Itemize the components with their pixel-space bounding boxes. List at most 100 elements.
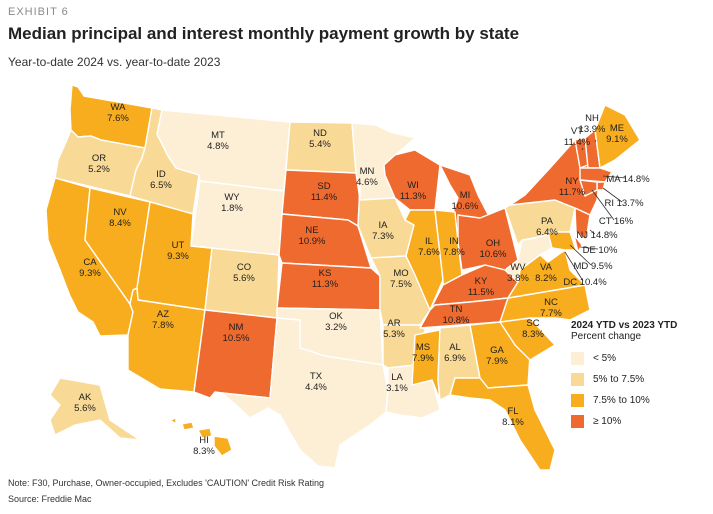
state-abbr: LA: [391, 372, 403, 383]
state-abbr: FL: [507, 406, 518, 417]
state-label-co: CO 5.6%: [233, 262, 255, 284]
state-label-wv: WV 3.8%: [507, 262, 529, 284]
state-abbr: OK: [329, 311, 343, 322]
state-labels: WA 7.6%OR 5.2%CA 9.3%NV 8.4%ID 6.5%MT 4.8%WY 1.…: [74, 102, 650, 457]
legend-label: ≥ 10%: [593, 416, 622, 427]
state-value: 10.6%: [452, 201, 479, 212]
state-abbr: TX: [310, 371, 323, 382]
state-value: 7.8%: [443, 247, 465, 258]
state-value: 9.1%: [606, 134, 628, 145]
source-note: Source: Freddie Mac: [8, 494, 92, 504]
state-label-sd: SD 11.4%: [311, 181, 338, 203]
chart-subtitle: Year-to-date 2024 vs. year-to-date 2023: [8, 55, 221, 69]
state-hi: [169, 417, 233, 457]
state-abbr: VA: [540, 262, 553, 273]
legend: 2024 YTD vs 2023 YTD Percent change < 5%…: [571, 320, 711, 432]
state-abbr: MS: [416, 342, 430, 353]
state-label-de: DE 10%: [583, 245, 618, 256]
state-value: 4.8%: [207, 141, 229, 152]
state-label-ia: IA 7.3%: [372, 220, 394, 242]
state-label-va: VA 8.2%: [535, 262, 557, 284]
state-value: 5.2%: [88, 164, 110, 175]
state-label-nj: NJ 14.8%: [576, 230, 618, 241]
legend-item-gte10: ≥ 10%: [571, 411, 711, 432]
state-label-dc: DC 10.4%: [563, 277, 607, 288]
state-abbr: NV: [113, 207, 127, 218]
state-value: 5.4%: [309, 139, 331, 150]
state-value: 5.6%: [233, 273, 255, 284]
state-abbr: WY: [224, 192, 240, 203]
state-label-md: MD 9.5%: [573, 261, 613, 272]
leader-line: [594, 139, 597, 143]
state-abbr: SC: [526, 318, 539, 329]
state-abbr: NH: [585, 113, 599, 124]
state-ct: [579, 179, 598, 197]
leader-line: [581, 147, 584, 151]
state-label-ar: AR 5.3%: [383, 318, 405, 340]
leader-line: [591, 189, 615, 221]
state-value: 8.3%: [522, 329, 544, 340]
state-value: 13.9%: [579, 124, 606, 135]
state-fl: [449, 377, 556, 471]
state-ak: [49, 377, 141, 441]
state-abbr: KY: [475, 276, 488, 287]
state-label-nm: NM 10.5%: [223, 322, 250, 344]
state-value: 7.6%: [107, 113, 129, 124]
legend-swatch: [571, 373, 584, 386]
state-label-az: AZ 7.8%: [152, 309, 174, 331]
state-label-me: ME 9.1%: [606, 123, 628, 145]
state-abbr: ME: [610, 123, 624, 134]
state-abbr: VT: [571, 126, 583, 137]
state-label-id: ID 6.5%: [150, 169, 172, 191]
state-abbr: WA: [111, 102, 127, 113]
state-abbr: HI: [199, 435, 209, 446]
state-label-la: LA 3.1%: [386, 372, 408, 394]
state-abbr: CO: [237, 262, 251, 273]
state-label-mn: MN 4.6%: [356, 166, 378, 188]
state-value: 3.2%: [325, 322, 347, 333]
state-abbr: CA: [83, 257, 97, 268]
state-label-ky: KY 11.5%: [468, 276, 495, 298]
label-leader-lines: [564, 139, 627, 282]
state-label-nh: NH 13.9%: [579, 113, 606, 135]
state-value: 11.3%: [312, 279, 339, 290]
leader-line: [569, 244, 592, 266]
state-abbr: NE: [305, 225, 318, 236]
state-value: 9.3%: [79, 268, 101, 279]
state-value: 3.8%: [507, 273, 529, 284]
state-label-ma: MA 14.8%: [606, 174, 650, 185]
state-abbr: MI: [460, 190, 471, 201]
state-label-tn: TN 10.8%: [443, 304, 470, 326]
footnote: Note: F30, Purchase, Owner-occupied, Exc…: [8, 478, 325, 488]
state-label-hi: HI 8.3%: [193, 435, 215, 457]
state-label-nv: NV 8.4%: [109, 207, 131, 229]
state-abbr: WI: [407, 180, 419, 191]
state-label-in: IN 7.8%: [443, 236, 465, 258]
state-abbr: ID: [156, 169, 166, 180]
state-label-vt: VT 11.4%: [564, 126, 591, 148]
state-abbr: OH: [486, 238, 500, 249]
state-shapes: [45, 84, 641, 471]
leader-line: [564, 251, 584, 282]
state-label-pa: PA 6.4%: [536, 216, 558, 238]
legend-item-lt5: < 5%: [571, 348, 711, 369]
state-value: 7.9%: [412, 353, 434, 364]
state-label-oh: OH 10.6%: [480, 238, 507, 260]
state-abbr: IL: [425, 236, 433, 247]
state-abbr: NM: [229, 322, 244, 333]
state-value: 6.5%: [150, 180, 172, 191]
state-value: 8.1%: [502, 417, 524, 428]
state-value: 7.7%: [540, 308, 562, 319]
state-label-ny: NY 11.7%: [559, 176, 586, 198]
legend-swatch: [571, 394, 584, 407]
state-abbr: NC: [544, 297, 558, 308]
legend-label: < 5%: [593, 353, 617, 364]
state-value: 10.9%: [299, 236, 326, 247]
state-label-ga: GA 7.9%: [486, 345, 508, 367]
state-value: 11.7%: [559, 187, 586, 198]
state-label-sc: SC 8.3%: [522, 318, 544, 340]
state-abbr: AK: [79, 392, 92, 403]
state-label-mt: MT 4.8%: [207, 130, 229, 152]
state-abbr: MT: [211, 130, 225, 141]
